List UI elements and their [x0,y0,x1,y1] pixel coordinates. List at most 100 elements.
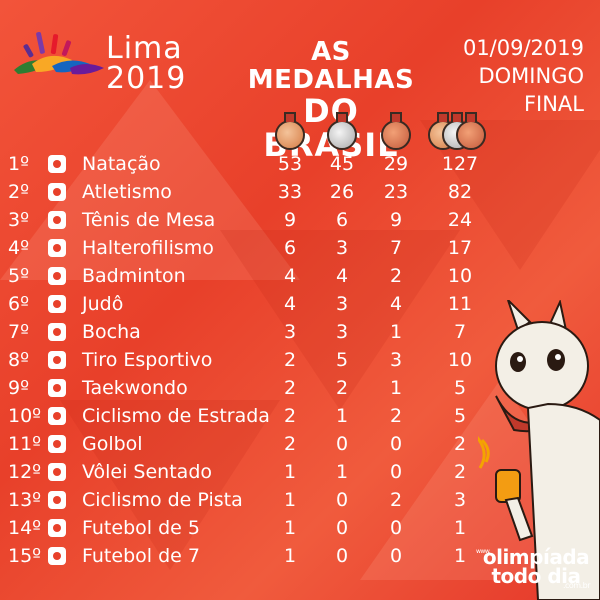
rank-cell: 2º [8,181,30,203]
total-count: 5 [453,377,467,399]
sport-icon [48,183,66,201]
total-count: 127 [441,153,479,175]
date-label: 01/09/2019 [462,36,584,60]
brand-line-1: Lima [106,31,183,66]
silver-count: 26 [329,181,355,203]
gold-count: 2 [283,377,297,399]
table-row: 2º Atletismo 33 26 23 82 [0,178,600,206]
watermark-suffix: .com.br [562,581,591,590]
watermark-line-2: todo dia [491,564,582,588]
total-count: 10 [447,265,473,287]
table-row: 11º Golbol 2 0 0 2 [0,430,600,458]
sport-icon [48,379,66,397]
bronze-count: 2 [389,489,403,511]
total-count: 2 [453,461,467,483]
sport-icon [48,435,66,453]
gold-count: 9 [283,209,297,231]
rank-cell: 5º [8,265,30,287]
rank-cell: 10º [8,405,42,427]
total-medals-icon [428,112,488,150]
sport-icon [48,463,66,481]
rank-cell: 15º [8,545,42,567]
gold-count: 3 [283,321,297,343]
brand-wordmark: Lima 2019 [106,34,186,94]
total-count: 3 [453,489,467,511]
gold-medal-icon [275,112,305,150]
rank-cell: 6º [8,293,30,315]
bronze-count: 1 [389,377,403,399]
date-block: 01/09/2019 DOMINGO FINAL [463,34,584,118]
bronze-count: 2 [389,265,403,287]
rank-cell: 8º [8,349,30,371]
table-row: 1º Natação 53 45 29 127 [0,150,600,178]
gold-count: 6 [283,237,297,259]
sport-icon [48,323,66,341]
rank-cell: 7º [8,321,30,343]
table-row: 10º Ciclismo de Estrada 2 1 2 5 [0,402,600,430]
total-count: 2 [453,433,467,455]
silver-count: 5 [335,349,349,371]
table-row: 3º Tênis de Mesa 9 6 9 24 [0,206,600,234]
silver-count: 3 [335,321,349,343]
silver-count: 4 [335,265,349,287]
table-row: 14º Futebol de 5 1 0 0 1 [0,514,600,542]
bg-triangle [220,230,460,410]
sport-name: Tênis de Mesa [82,209,216,231]
table-row: 13º Ciclismo de Pista 1 0 2 3 [0,486,600,514]
bronze-count: 3 [389,349,403,371]
bronze-count: 7 [389,237,403,259]
sport-name: Ciclismo de Pista [82,489,243,511]
sport-name: Natação [82,153,161,175]
gold-count: 2 [283,433,297,455]
weekday-label: DOMINGO [478,64,584,88]
total-count: 5 [453,405,467,427]
bronze-count: 0 [389,461,403,483]
bronze-count: 0 [389,545,403,567]
sport-name: Tiro Esportivo [82,349,213,371]
silver-count: 1 [335,405,349,427]
bronze-count: 0 [389,517,403,539]
table-row: 8º Tiro Esportivo 2 5 3 10 [0,346,600,374]
rank-cell: 11º [8,433,42,455]
silver-count: 6 [335,209,349,231]
sport-name: Judô [82,293,124,315]
table-row: 5º Badminton 4 4 2 10 [0,262,600,290]
sport-name: Halterofilismo [82,237,214,259]
watermark-line-1: olimpíada [482,545,590,569]
table-row: 15º Futebol de 7 1 0 0 1 [0,542,600,570]
sport-name: Vôlei Sentado [82,461,213,483]
table-row: 7º Bocha 3 3 1 7 [0,318,600,346]
rank-cell: 3º [8,209,30,231]
sport-icon [48,155,66,173]
total-count: 24 [447,209,473,231]
rank-cell: 14º [8,517,42,539]
sport-name: Atletismo [82,181,172,203]
sport-icon [48,239,66,257]
gold-count: 1 [283,461,297,483]
gold-count: 4 [283,293,297,315]
total-count: 11 [447,293,473,315]
silver-count: 3 [335,293,349,315]
sport-name: Bocha [82,321,141,343]
silver-count: 1 [335,461,349,483]
sport-name: Futebol de 5 [82,517,200,539]
rank-cell: 4º [8,237,30,259]
sport-icon [48,519,66,537]
rank-cell: 12º [8,461,42,483]
watermark-logo: www. olimpíada todo dia .com.br [474,545,598,590]
total-count: 1 [453,517,467,539]
sport-name: Badminton [82,265,186,287]
sport-icon [48,407,66,425]
sport-name: Golbol [82,433,143,455]
watermark-www: www. [476,548,491,555]
total-count: 1 [453,545,467,567]
table-row: 6º Judô 4 3 4 11 [0,290,600,318]
sport-icon [48,267,66,285]
silver-count: 0 [335,433,349,455]
silver-count: 0 [335,545,349,567]
sport-icon [48,351,66,369]
sport-icon [48,211,66,229]
total-count: 10 [447,349,473,371]
bg-triangle [60,400,280,570]
